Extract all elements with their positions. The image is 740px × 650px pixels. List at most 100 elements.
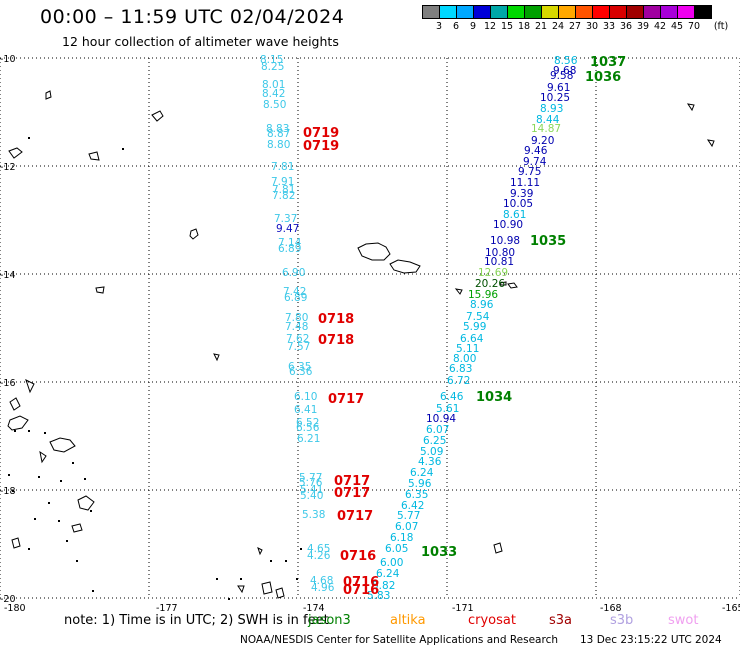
swh-label: 10.81: [484, 256, 514, 268]
swh-label: 10.98: [490, 235, 520, 247]
swh-label: 14.87: [531, 123, 561, 135]
swh-label: 8.93: [540, 103, 563, 115]
swh-label: 4.68: [310, 575, 333, 587]
swh-label: 5.09: [420, 446, 443, 458]
swh-label: 8.00: [453, 353, 476, 365]
swh-label: 6.36: [289, 366, 313, 378]
islet: [28, 548, 30, 550]
mission-s3b: s3b: [610, 613, 634, 628]
pass-time-label: 1035: [530, 234, 566, 249]
pass-time-label: 0717: [337, 509, 373, 524]
swh-label: 7.54: [466, 311, 490, 323]
swh-label: 8.15: [260, 54, 283, 66]
swh-label: 6.72: [447, 375, 470, 387]
swh-label: 7.57: [287, 341, 310, 353]
lon-tick-label: -171: [452, 603, 474, 614]
swh-label: 9.20: [531, 135, 554, 147]
mission-altika: altika: [390, 613, 426, 628]
swh-label: 8.44: [536, 114, 560, 126]
swh-label: 8.83: [266, 123, 289, 135]
island-fiji-1: [7, 415, 29, 431]
swh-label: 10.25: [540, 92, 570, 104]
island-e: [454, 288, 463, 295]
island-fiji-10: [275, 587, 285, 599]
swh-label: 5.99: [463, 321, 486, 333]
legend-swatch: [439, 5, 457, 19]
legend-swatch: [456, 5, 474, 19]
altimeter-track-west: 8.158.258.018.428.508.838.878.807.817.91…: [260, 54, 335, 594]
swh-label: 7.48: [285, 321, 308, 333]
island-tutuila: [499, 281, 507, 286]
swh-label: 6.05: [385, 543, 408, 555]
island-futuna: [151, 110, 164, 122]
legend-label: 33: [602, 21, 616, 32]
mission-jason3: jason3: [308, 613, 351, 628]
axis-tick-labels: -180 -177 -174 -171 -168 -165 -10 -12 -14 -16 -18 -…: [0, 54, 740, 614]
mission-s3a: s3a: [549, 613, 573, 628]
islet: [66, 540, 68, 542]
island-i: [706, 139, 715, 148]
island-tau: [507, 282, 518, 289]
islet: [92, 590, 94, 592]
islet: [240, 578, 242, 580]
swh-label: 5.82: [372, 580, 395, 592]
swh-label: 6.24: [410, 467, 434, 479]
swh-label: 8.61: [503, 209, 526, 221]
island-a: [45, 90, 52, 100]
legend-label: 39: [636, 21, 650, 32]
island-fiji-9: [261, 581, 273, 595]
legend-label: 18: [517, 21, 531, 32]
swh-label: 10.05: [503, 198, 533, 210]
pass-time-label: 0718: [318, 312, 354, 327]
page-title: 00:00 – 11:59 UTC 02/04/2024: [40, 6, 345, 28]
swh-label: 5.11: [456, 343, 479, 355]
legend-label: 36: [619, 21, 633, 32]
swh-label: 9.75: [518, 166, 541, 178]
legend-swatch: [524, 5, 542, 19]
legend-swatch: [507, 5, 525, 19]
swh-label: 7.42: [283, 286, 306, 298]
legend-label: 15: [500, 21, 514, 32]
color-legend: 3 6 9 12 15 18 21 24 27 30 33 36 39 42 45 70 (ft): [422, 5, 728, 33]
mission-swot: swot: [668, 613, 699, 628]
island-fiji-12: [257, 547, 263, 556]
islet: [296, 578, 298, 580]
islet: [14, 430, 16, 432]
swh-label: 6.89: [284, 292, 307, 304]
islet: [76, 560, 78, 562]
map-grid: [0, 57, 740, 599]
swh-label: 5.96: [408, 478, 432, 490]
swh-label: 6.10: [294, 391, 317, 403]
generation-timestamp: 13 Dec 23:15:22 UTC 2024: [580, 634, 722, 646]
swh-label: 8.80: [267, 139, 290, 151]
lat-tick-label: -16: [0, 378, 16, 389]
islet: [38, 476, 40, 478]
pass-time-label: 0717: [328, 392, 364, 407]
island-h: [686, 103, 695, 112]
swh-label: 8.50: [263, 99, 286, 111]
swh-label: 6.21: [297, 433, 320, 445]
legend-swatch: [558, 5, 576, 19]
pass-time-label: 1036: [585, 70, 621, 85]
swh-label: 12.69: [478, 267, 508, 279]
islet: [28, 430, 30, 432]
lon-tick-label: -180: [4, 603, 26, 614]
islet: [8, 474, 10, 476]
legend-swatch: [694, 5, 712, 19]
islet: [228, 598, 230, 600]
legend-label: 42: [653, 21, 667, 32]
pass-time-label: 0719: [303, 126, 339, 141]
island-d: [95, 286, 105, 294]
swh-label: 8.42: [262, 88, 285, 100]
islet: [48, 502, 50, 504]
swh-label: 7.80: [285, 312, 308, 324]
island-wallis: [189, 228, 199, 240]
swh-label: 8.87: [267, 128, 290, 140]
legend-label: 9: [469, 21, 477, 32]
legend-swatch: [643, 5, 661, 19]
legend-label: 30: [585, 21, 599, 32]
swh-label: 9.74: [523, 156, 547, 168]
pass-time-label: 0717: [334, 486, 370, 501]
island-fiji-11: [237, 585, 245, 594]
